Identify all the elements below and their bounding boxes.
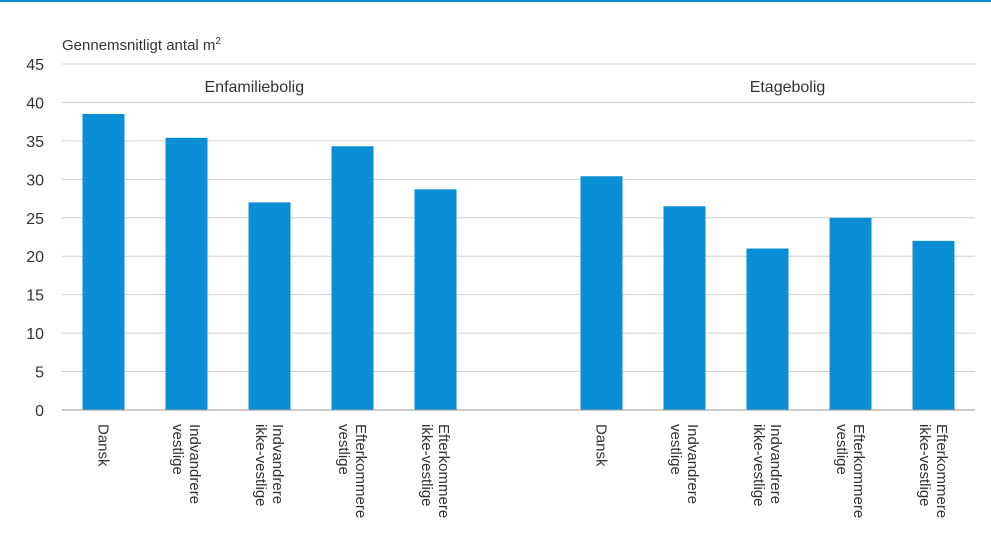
bar	[82, 113, 125, 410]
category-label: ikke-vestlige	[916, 424, 933, 507]
category-label: Efterkommere	[435, 424, 452, 518]
y-tick-label: 35	[26, 134, 44, 151]
y-tick-label: 25	[26, 211, 44, 228]
y-axis-label-superscript: 2	[215, 36, 221, 47]
y-tick-label: 30	[26, 172, 44, 189]
y-tick-label: 40	[26, 95, 44, 112]
y-tick-label: 15	[26, 288, 44, 305]
y-axis-label: Gennemsnitligt antal m2	[62, 36, 221, 54]
category-label: ikke-vestlige	[750, 424, 767, 507]
group-label: Etagebolig	[750, 79, 826, 96]
group-label: Enfamiliebolig	[205, 79, 305, 96]
y-axis-ticks: 0 5 10 15 20 25 30 35 40 45	[26, 57, 44, 420]
category-label: ikke-vestlige	[418, 424, 435, 507]
category-label: Efterkommere	[352, 424, 369, 518]
top-accent-line	[0, 0, 991, 2]
category-label: Indvandrere	[767, 424, 784, 504]
y-tick-label: 20	[26, 249, 44, 266]
gridlines	[62, 63, 975, 373]
bar	[414, 189, 457, 410]
y-tick-label: 10	[26, 326, 44, 343]
category-label: Efterkommere	[933, 424, 950, 518]
category-label: vestlige	[667, 424, 684, 475]
bar	[829, 217, 872, 410]
bar	[580, 176, 623, 410]
bar	[331, 146, 374, 410]
y-tick-label: 45	[26, 57, 44, 74]
category-label: Efterkommere	[850, 424, 867, 518]
category-label: Indvandrere	[684, 424, 701, 504]
category-label: vestlige	[335, 424, 352, 475]
bar	[663, 206, 706, 410]
y-tick-label: 0	[35, 403, 44, 420]
category-label: vestlige	[833, 424, 850, 475]
category-label: Dansk	[95, 424, 112, 467]
category-label: ikke-vestlige	[252, 424, 269, 507]
bar	[165, 137, 208, 410]
bar	[248, 202, 291, 410]
category-label: vestlige	[169, 424, 186, 475]
bars	[82, 113, 955, 410]
group-labels: Enfamiliebolig Etagebolig	[205, 79, 826, 96]
y-axis-label-text: Gennemsnitligt antal m	[62, 37, 215, 54]
category-label: Dansk	[593, 424, 610, 467]
category-label: Indvandrere	[269, 424, 286, 504]
bar	[746, 248, 789, 410]
bar	[912, 240, 955, 410]
category-label: Indvandrere	[186, 424, 203, 504]
y-tick-label: 5	[35, 365, 44, 382]
